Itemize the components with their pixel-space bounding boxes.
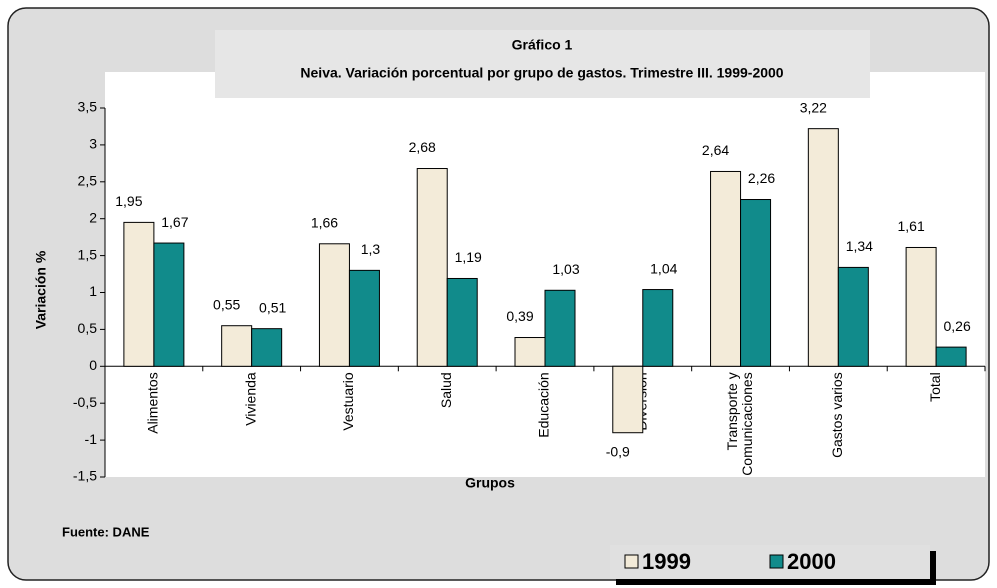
bar (612, 365, 644, 434)
y-tick-label: 0 (89, 357, 97, 373)
bar (123, 221, 155, 367)
bar (446, 277, 478, 367)
bar (935, 346, 967, 367)
bar (710, 170, 742, 367)
data-label: 1,04 (650, 260, 677, 276)
chart-title: Gráfico 1 (512, 37, 573, 53)
data-label: 3,22 (800, 99, 827, 115)
data-label: 1,19 (455, 249, 482, 265)
y-tick-label: -0,5 (73, 394, 97, 410)
data-label: 1,95 (115, 193, 142, 209)
y-tick-label: 3,5 (78, 99, 98, 115)
bar (416, 168, 448, 367)
data-label: 2,68 (409, 139, 436, 155)
data-label: 1,61 (897, 218, 924, 234)
y-tick-label: 1,5 (78, 246, 98, 262)
legend-swatch (624, 554, 639, 569)
source-note: Fuente: DANE (62, 524, 150, 539)
data-label: 0,39 (506, 308, 533, 324)
y-tick-label: -1,5 (73, 468, 97, 484)
y-tick-label: 1 (89, 283, 97, 299)
title-box (215, 30, 870, 98)
data-label: 0,51 (259, 299, 286, 315)
data-label: 1,3 (361, 241, 381, 257)
x-tick-label: Total (927, 372, 943, 402)
x-tick-label: Vestuario (340, 372, 356, 431)
x-tick-label: Gastos varios (829, 372, 845, 458)
bar (807, 128, 839, 367)
data-label: 1,66 (311, 214, 338, 230)
data-label: -0,9 (606, 443, 630, 459)
bar (837, 266, 869, 367)
x-tick-label: Alimentos (145, 372, 161, 433)
data-label: 1,03 (552, 261, 579, 277)
x-tick-label: Vivienda (242, 372, 258, 426)
bar (544, 289, 576, 367)
x-tick-label: Transporte yComunicaciones (724, 372, 755, 476)
y-axis-label: Variación % (33, 250, 49, 329)
data-label: 2,26 (748, 170, 775, 186)
legend-label: 2000 (787, 549, 836, 574)
data-label: 0,26 (943, 318, 970, 334)
bar (251, 328, 283, 367)
bar (318, 243, 350, 367)
bar (905, 246, 937, 367)
x-axis-label: Grupos (465, 475, 515, 491)
legend-label: 1999 (642, 549, 691, 574)
legend-swatch (769, 554, 784, 569)
data-label: 1,34 (846, 238, 873, 254)
y-tick-label: 2,5 (78, 173, 98, 189)
x-tick-label: Salud (438, 372, 454, 408)
y-tick-label: 3 (89, 136, 97, 152)
data-label: 2,64 (702, 142, 729, 158)
bar (153, 242, 185, 367)
bar (348, 269, 380, 367)
x-tick-label: Educación (536, 372, 552, 437)
bar (221, 325, 253, 367)
bar (514, 337, 546, 367)
bar (642, 289, 674, 367)
y-tick-label: 0,5 (78, 320, 98, 336)
chart-subtitle: Neiva. Variación porcentual por grupo de… (300, 65, 783, 81)
data-label: 0,55 (213, 296, 240, 312)
y-tick-label: 2 (89, 209, 97, 225)
y-tick-label: -1 (85, 431, 98, 447)
data-label: 1,67 (161, 214, 188, 230)
bar (740, 199, 772, 367)
